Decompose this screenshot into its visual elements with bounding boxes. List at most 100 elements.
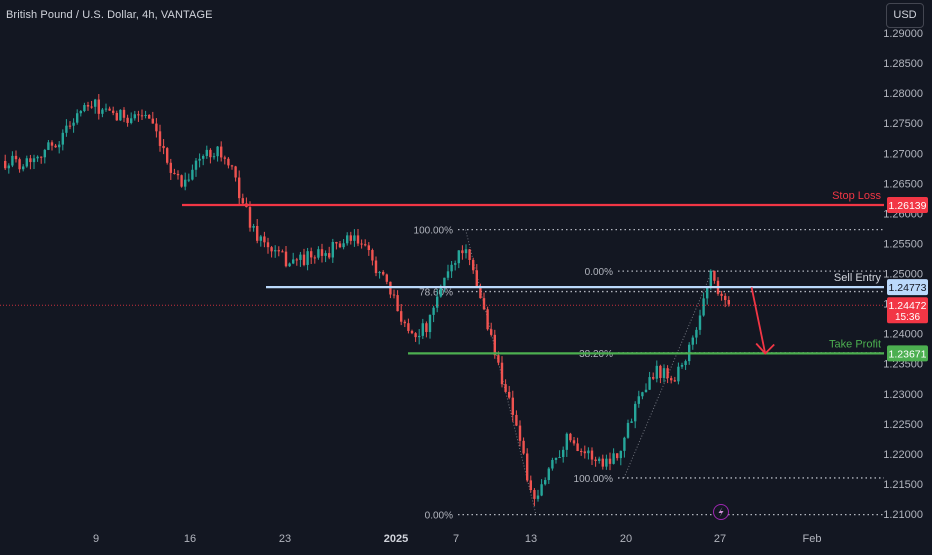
candle — [40, 156, 43, 158]
candle — [137, 114, 140, 116]
candle — [461, 250, 464, 254]
candle — [464, 249, 468, 254]
candle — [493, 334, 496, 356]
candle — [61, 132, 64, 145]
candle — [407, 323, 410, 331]
candle — [281, 251, 284, 253]
candle — [119, 109, 122, 121]
candle — [652, 377, 655, 379]
candle — [479, 286, 482, 299]
target-arrow[interactable] — [750, 287, 767, 354]
y-tick-label: 1.22500 — [883, 419, 923, 431]
candle — [691, 337, 694, 345]
candle — [68, 125, 72, 127]
candle — [544, 480, 547, 485]
candle — [572, 440, 576, 444]
candle — [277, 250, 280, 252]
current-price-value: 1.24472 — [889, 300, 927, 312]
candle — [155, 123, 158, 132]
candle — [270, 247, 273, 252]
y-tick-label: 1.23500 — [883, 359, 923, 371]
candle — [11, 155, 14, 166]
candle — [644, 389, 648, 393]
candle — [7, 165, 10, 169]
candle — [54, 145, 57, 148]
candle — [662, 368, 666, 378]
candle — [490, 329, 493, 335]
candle — [684, 361, 687, 365]
candle — [94, 99, 97, 107]
y-tick-label: 1.22000 — [883, 449, 923, 461]
candle — [288, 263, 291, 267]
fib-level-label: 100.00% — [414, 226, 454, 237]
candle — [202, 155, 205, 159]
candle — [133, 114, 136, 119]
currency-button[interactable]: USD — [886, 3, 924, 28]
candle — [706, 287, 709, 299]
candle — [212, 156, 216, 158]
candle — [324, 253, 327, 256]
candle — [382, 271, 385, 275]
candle — [608, 458, 612, 464]
candle — [421, 323, 424, 336]
candle — [666, 368, 669, 379]
candle — [198, 158, 201, 161]
candle — [29, 158, 32, 163]
candle — [252, 226, 255, 228]
y-tick-label: 1.27000 — [883, 148, 923, 160]
candle — [677, 366, 680, 382]
candle — [126, 117, 129, 123]
y-tick-label: 1.24000 — [883, 329, 923, 341]
candle — [482, 298, 486, 310]
candle — [587, 450, 590, 454]
candle — [151, 118, 154, 124]
candle — [486, 309, 489, 330]
candle — [191, 169, 194, 180]
candle — [605, 458, 608, 467]
candle — [295, 259, 298, 261]
candle — [266, 242, 270, 248]
candle — [310, 251, 313, 258]
candle — [410, 330, 414, 334]
candle — [475, 270, 478, 287]
candle — [551, 459, 554, 469]
candle — [97, 99, 100, 114]
candle — [346, 235, 349, 244]
candle — [504, 384, 507, 392]
x-tick-label: 13 — [525, 533, 537, 545]
candle — [720, 293, 723, 296]
candle — [299, 254, 302, 260]
take-profit-price-tag — [887, 345, 928, 362]
candle — [187, 179, 190, 181]
candle — [220, 146, 223, 158]
candle — [515, 414, 518, 426]
y-tick-label: 1.25000 — [883, 269, 923, 281]
candle — [454, 263, 457, 265]
candle — [364, 244, 367, 246]
x-tick-label: 20 — [620, 533, 632, 545]
take-profit-label: Take Profit — [829, 338, 881, 350]
fib-level-label: 78.60% — [419, 288, 453, 299]
candle — [148, 114, 151, 119]
candle — [673, 380, 676, 382]
candle — [590, 450, 594, 460]
y-tick-label: 1.29000 — [883, 28, 923, 40]
x-tick-label: 27 — [714, 533, 726, 545]
candle — [418, 335, 421, 338]
candle — [702, 298, 705, 316]
candle — [511, 397, 514, 415]
candle — [259, 236, 262, 241]
candle — [342, 243, 345, 248]
candle — [115, 112, 118, 121]
candle — [184, 179, 187, 187]
candle — [371, 250, 374, 261]
candle — [637, 396, 640, 404]
fib-level-label: 0.00% — [585, 267, 613, 278]
candle — [374, 260, 378, 274]
sell-entry-price-tag-text: 1.24773 — [889, 282, 927, 294]
candle — [634, 403, 637, 422]
candle — [173, 172, 176, 174]
candle — [194, 160, 198, 170]
